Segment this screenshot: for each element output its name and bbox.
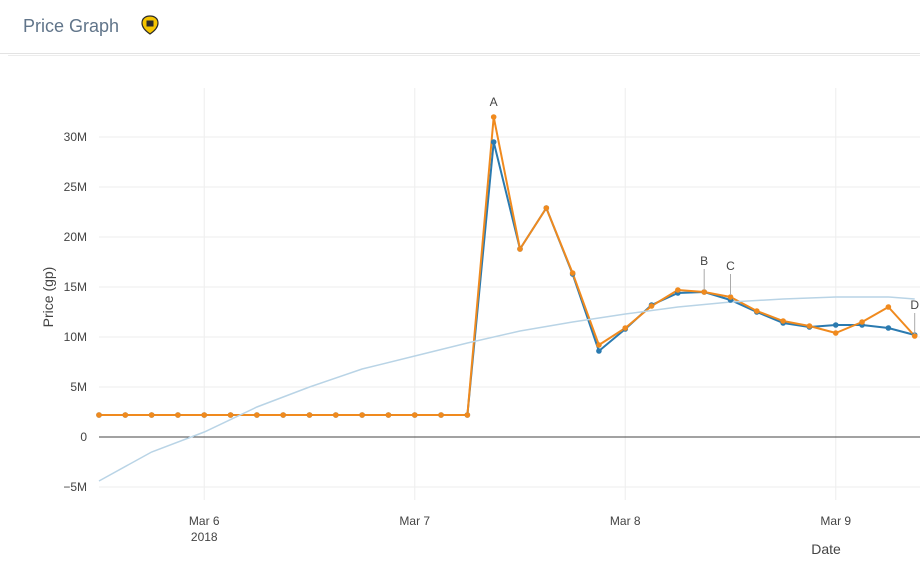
series-1-point: [885, 325, 892, 331]
series-2-line: [99, 116, 916, 416]
header-divider: [8, 55, 920, 56]
y-tick-label: 15M: [64, 280, 87, 294]
y-tick-label: 5M: [70, 380, 87, 394]
series-2-point: [648, 303, 655, 309]
y-tick-label: −5M: [63, 480, 87, 494]
annotation-label: C: [726, 259, 735, 273]
series-2-point: [306, 412, 313, 418]
series-2-point: [859, 319, 865, 325]
x-axis-ticks: Mar 6 2018 Mar 7 Mar 8 Mar 9: [189, 514, 852, 544]
series-lines: [98, 116, 916, 482]
series-2-point: [569, 270, 576, 276]
series-2-point: [675, 287, 681, 293]
series-2-point: [911, 333, 918, 339]
series-2-point: [411, 412, 418, 418]
series-2-point: [254, 412, 260, 418]
x-tick-label: Mar 8: [610, 514, 641, 528]
page-title: Price Graph: [23, 16, 120, 36]
y-axis-title: Price (gp): [40, 267, 56, 328]
series-2-point: [359, 412, 365, 418]
series-2-point: [806, 323, 813, 329]
series-2-point: [754, 308, 760, 314]
x-tick-label: Mar 6: [189, 514, 220, 528]
series-2-point: [543, 205, 550, 211]
x-tick-sublabel: 2018: [191, 530, 218, 544]
series-2-point: [622, 325, 629, 331]
series-2-point: [148, 412, 155, 418]
series-2-point: [780, 318, 786, 324]
series-1-point: [596, 348, 602, 354]
series-2-point: [122, 412, 129, 418]
series-2-point: [385, 412, 392, 418]
series-2-point: [333, 412, 339, 418]
series-2-point: [885, 304, 892, 310]
annotation-label: D: [910, 298, 919, 312]
x-tick-label: Mar 9: [820, 514, 851, 528]
series-2-point: [517, 246, 523, 252]
members-badge-icon: [141, 15, 159, 35]
series-2-point: [596, 342, 602, 348]
annotation-label: B: [700, 254, 708, 268]
series-2-point: [96, 412, 102, 418]
y-tick-label: 25M: [64, 180, 87, 194]
series-1-point: [490, 139, 497, 145]
x-axis-title: Date: [811, 541, 841, 557]
series-2-point: [227, 412, 234, 418]
series-2-point: [490, 114, 497, 120]
series-2-point: [438, 412, 444, 418]
y-tick-label: 0: [80, 430, 87, 444]
y-tick-label: 30M: [64, 130, 87, 144]
series-2-point: [175, 412, 181, 418]
chart-header: Price Graph: [0, 0, 920, 54]
series-2-point: [727, 294, 734, 300]
series-points: [96, 114, 918, 418]
series-2-point: [832, 330, 839, 336]
series-2-point: [201, 412, 208, 418]
series-2-point: [701, 289, 707, 295]
y-axis-ticks: −5M 0 5M 10M 15M 20M 25M 30M: [63, 130, 87, 494]
trend-line: [98, 296, 915, 482]
annotation-label: A: [490, 95, 498, 109]
x-tick-label: Mar 7: [399, 514, 430, 528]
series-2-point: [280, 412, 286, 418]
y-tick-label: 20M: [64, 230, 87, 244]
y-tick-label: 10M: [64, 330, 87, 344]
annotations: A B C D: [490, 95, 919, 334]
gridlines: [99, 88, 920, 500]
series-2-point: [464, 412, 471, 418]
series-1-point: [832, 322, 839, 328]
